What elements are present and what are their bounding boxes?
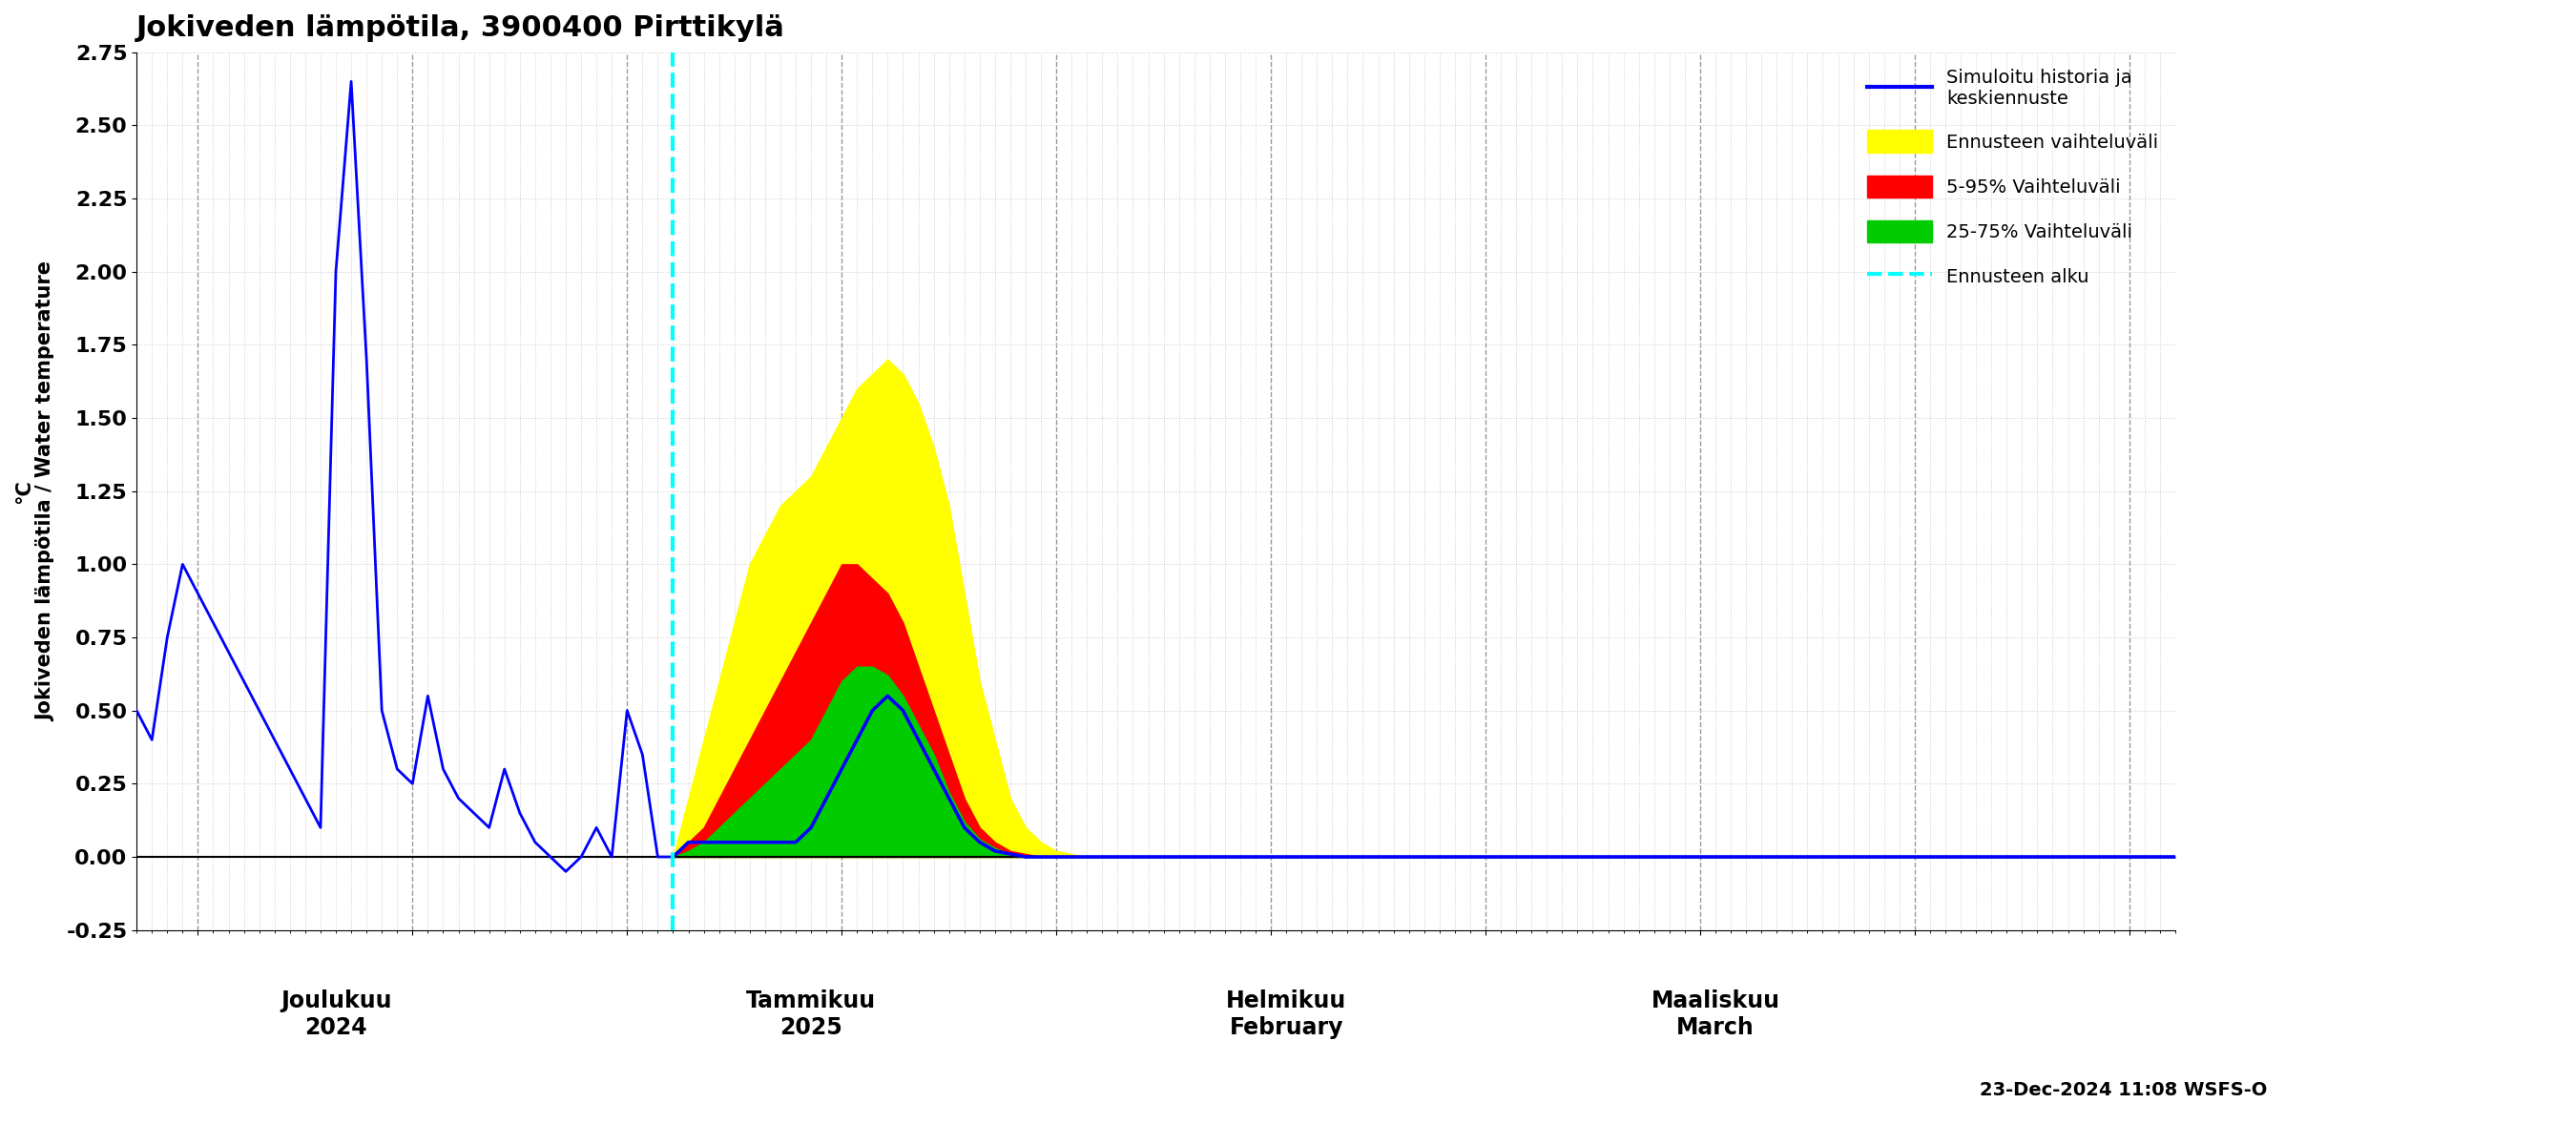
Text: Tammikuu
2025: Tammikuu 2025: [747, 989, 876, 1040]
Legend: Simuloitu historia ja
keskiennuste, Ennusteen vaihteluväli, 5-95% Vaihteluväli, : Simuloitu historia ja keskiennuste, Ennu…: [1860, 62, 2166, 295]
Text: Maaliskuu
March: Maaliskuu March: [1651, 989, 1780, 1040]
Text: Jokiveden lämpötila, 3900400 Pirttikylä: Jokiveden lämpötila, 3900400 Pirttikylä: [137, 14, 786, 42]
Y-axis label: °C
Jokiveden lämpötila / Water temperature: °C Jokiveden lämpötila / Water temperatu…: [15, 261, 57, 721]
Text: 23-Dec-2024 11:08 WSFS-O: 23-Dec-2024 11:08 WSFS-O: [1978, 1081, 2267, 1099]
Text: Joulukuu
2024: Joulukuu 2024: [281, 989, 392, 1040]
Text: Helmikuu
February: Helmikuu February: [1226, 989, 1347, 1040]
